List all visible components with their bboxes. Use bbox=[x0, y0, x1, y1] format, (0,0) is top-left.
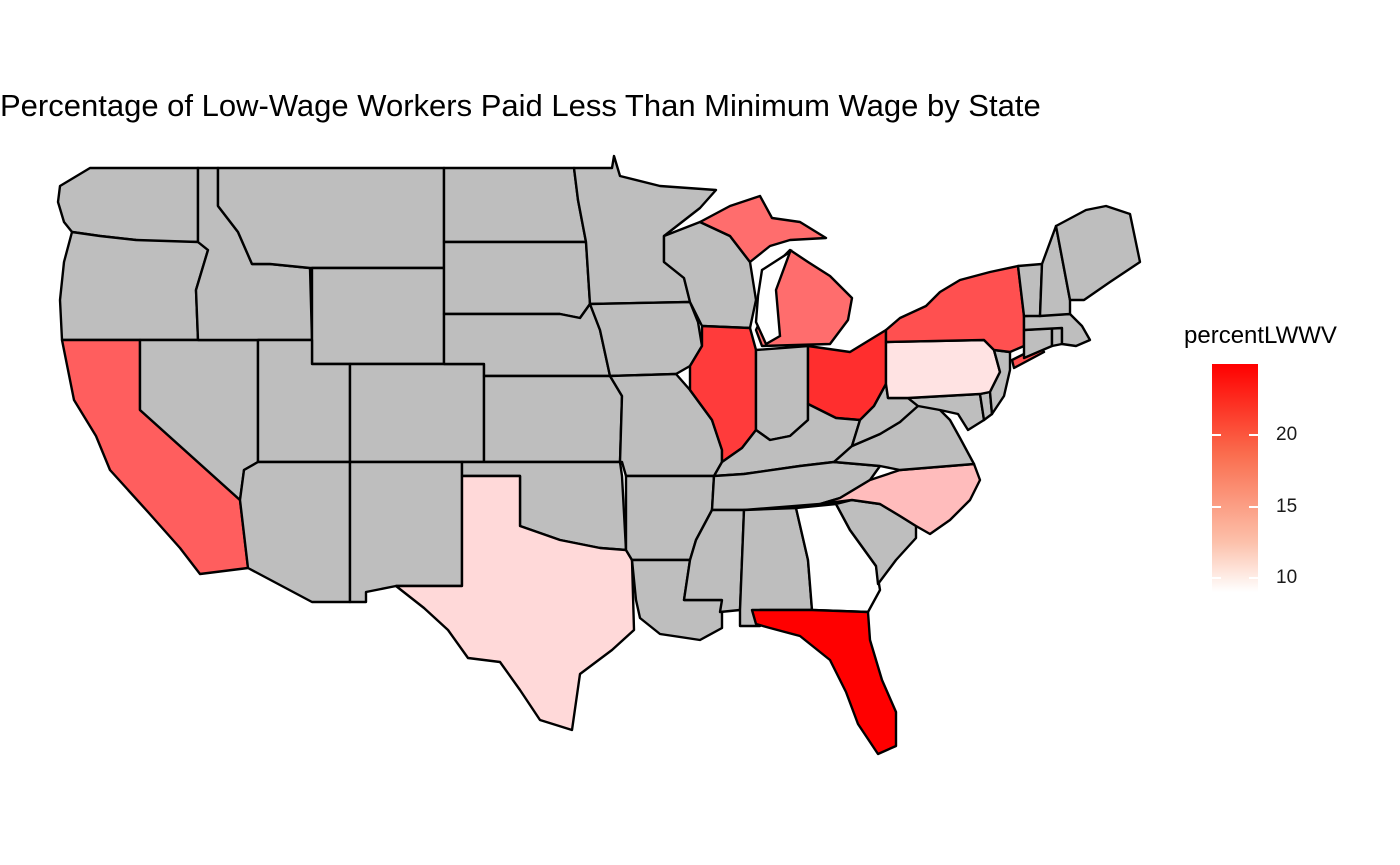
legend-tick-mark bbox=[1249, 576, 1258, 579]
state-nm[interactable] bbox=[348, 460, 464, 604]
state-ny[interactable] bbox=[884, 264, 1026, 354]
legend-tick-mark bbox=[1249, 505, 1258, 508]
state-il[interactable] bbox=[688, 324, 758, 464]
legend-tick-mark bbox=[1212, 576, 1221, 579]
state-nc[interactable] bbox=[818, 462, 982, 536]
state-me[interactable] bbox=[1054, 204, 1142, 302]
lake-michigan bbox=[754, 249, 793, 346]
state-co[interactable] bbox=[348, 362, 486, 464]
state-or[interactable] bbox=[58, 230, 210, 342]
state-wy[interactable] bbox=[310, 266, 446, 366]
state-nd[interactable] bbox=[442, 166, 588, 244]
legend-tick-label: 10 bbox=[1276, 566, 1298, 588]
states-layer bbox=[56, 154, 1142, 756]
state-fl[interactable] bbox=[750, 608, 898, 756]
state-nh[interactable] bbox=[1038, 224, 1072, 318]
state-ne[interactable] bbox=[442, 302, 612, 378]
legend-tick-mark bbox=[1212, 434, 1221, 437]
state-ia[interactable] bbox=[588, 300, 704, 378]
legend-tick-label: 20 bbox=[1276, 424, 1298, 446]
legend-title: percentLWWV bbox=[1184, 322, 1337, 349]
legend-tick-label: 15 bbox=[1276, 495, 1298, 517]
legend-tick-mark bbox=[1212, 505, 1221, 508]
state-az[interactable] bbox=[238, 460, 352, 604]
state-ri[interactable] bbox=[1050, 326, 1064, 348]
state-wa[interactable] bbox=[56, 166, 200, 244]
state-mi-upper[interactable] bbox=[698, 194, 828, 264]
map-title: Percentage of Low-Wage Workers Paid Less… bbox=[0, 88, 1041, 123]
state-nj[interactable] bbox=[988, 348, 1012, 416]
state-ma[interactable] bbox=[1022, 312, 1092, 348]
state-pa[interactable] bbox=[884, 338, 1002, 400]
state-ks[interactable] bbox=[482, 374, 624, 464]
state-tx[interactable] bbox=[394, 474, 636, 732]
legend-colorbar bbox=[1212, 364, 1258, 592]
state-sd[interactable] bbox=[442, 240, 592, 320]
legend-tick-mark bbox=[1249, 434, 1258, 437]
state-mt[interactable] bbox=[216, 166, 446, 270]
